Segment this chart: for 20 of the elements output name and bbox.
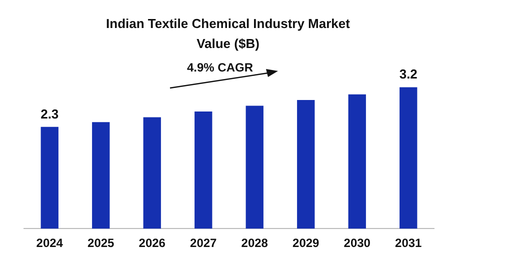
bar (348, 94, 366, 229)
chart-title: Indian Textile Chemical Industry Market Value ($B) (105, 15, 351, 53)
x-tick-label: 2025 (88, 236, 115, 250)
x-tick-label: 2027 (190, 236, 218, 250)
x-tick-label: 2031 (395, 236, 422, 250)
bar (246, 106, 264, 229)
bar (143, 117, 161, 229)
bar (194, 112, 212, 229)
x-tick-label: 2028 (241, 236, 268, 250)
x-tick-label: 2030 (344, 236, 371, 250)
bar (92, 122, 110, 229)
text: 4.9% CAGR (186, 60, 254, 74)
bar (400, 87, 418, 229)
bar (40, 126, 58, 229)
bar (297, 100, 315, 229)
x-tick-label: 2029 (292, 236, 320, 250)
data-label: 3.2 (399, 66, 418, 82)
x-tick-label: 2026 (138, 236, 166, 250)
x-tick-label: 2024 (36, 236, 64, 250)
data-label: 2.3 (40, 106, 59, 122)
